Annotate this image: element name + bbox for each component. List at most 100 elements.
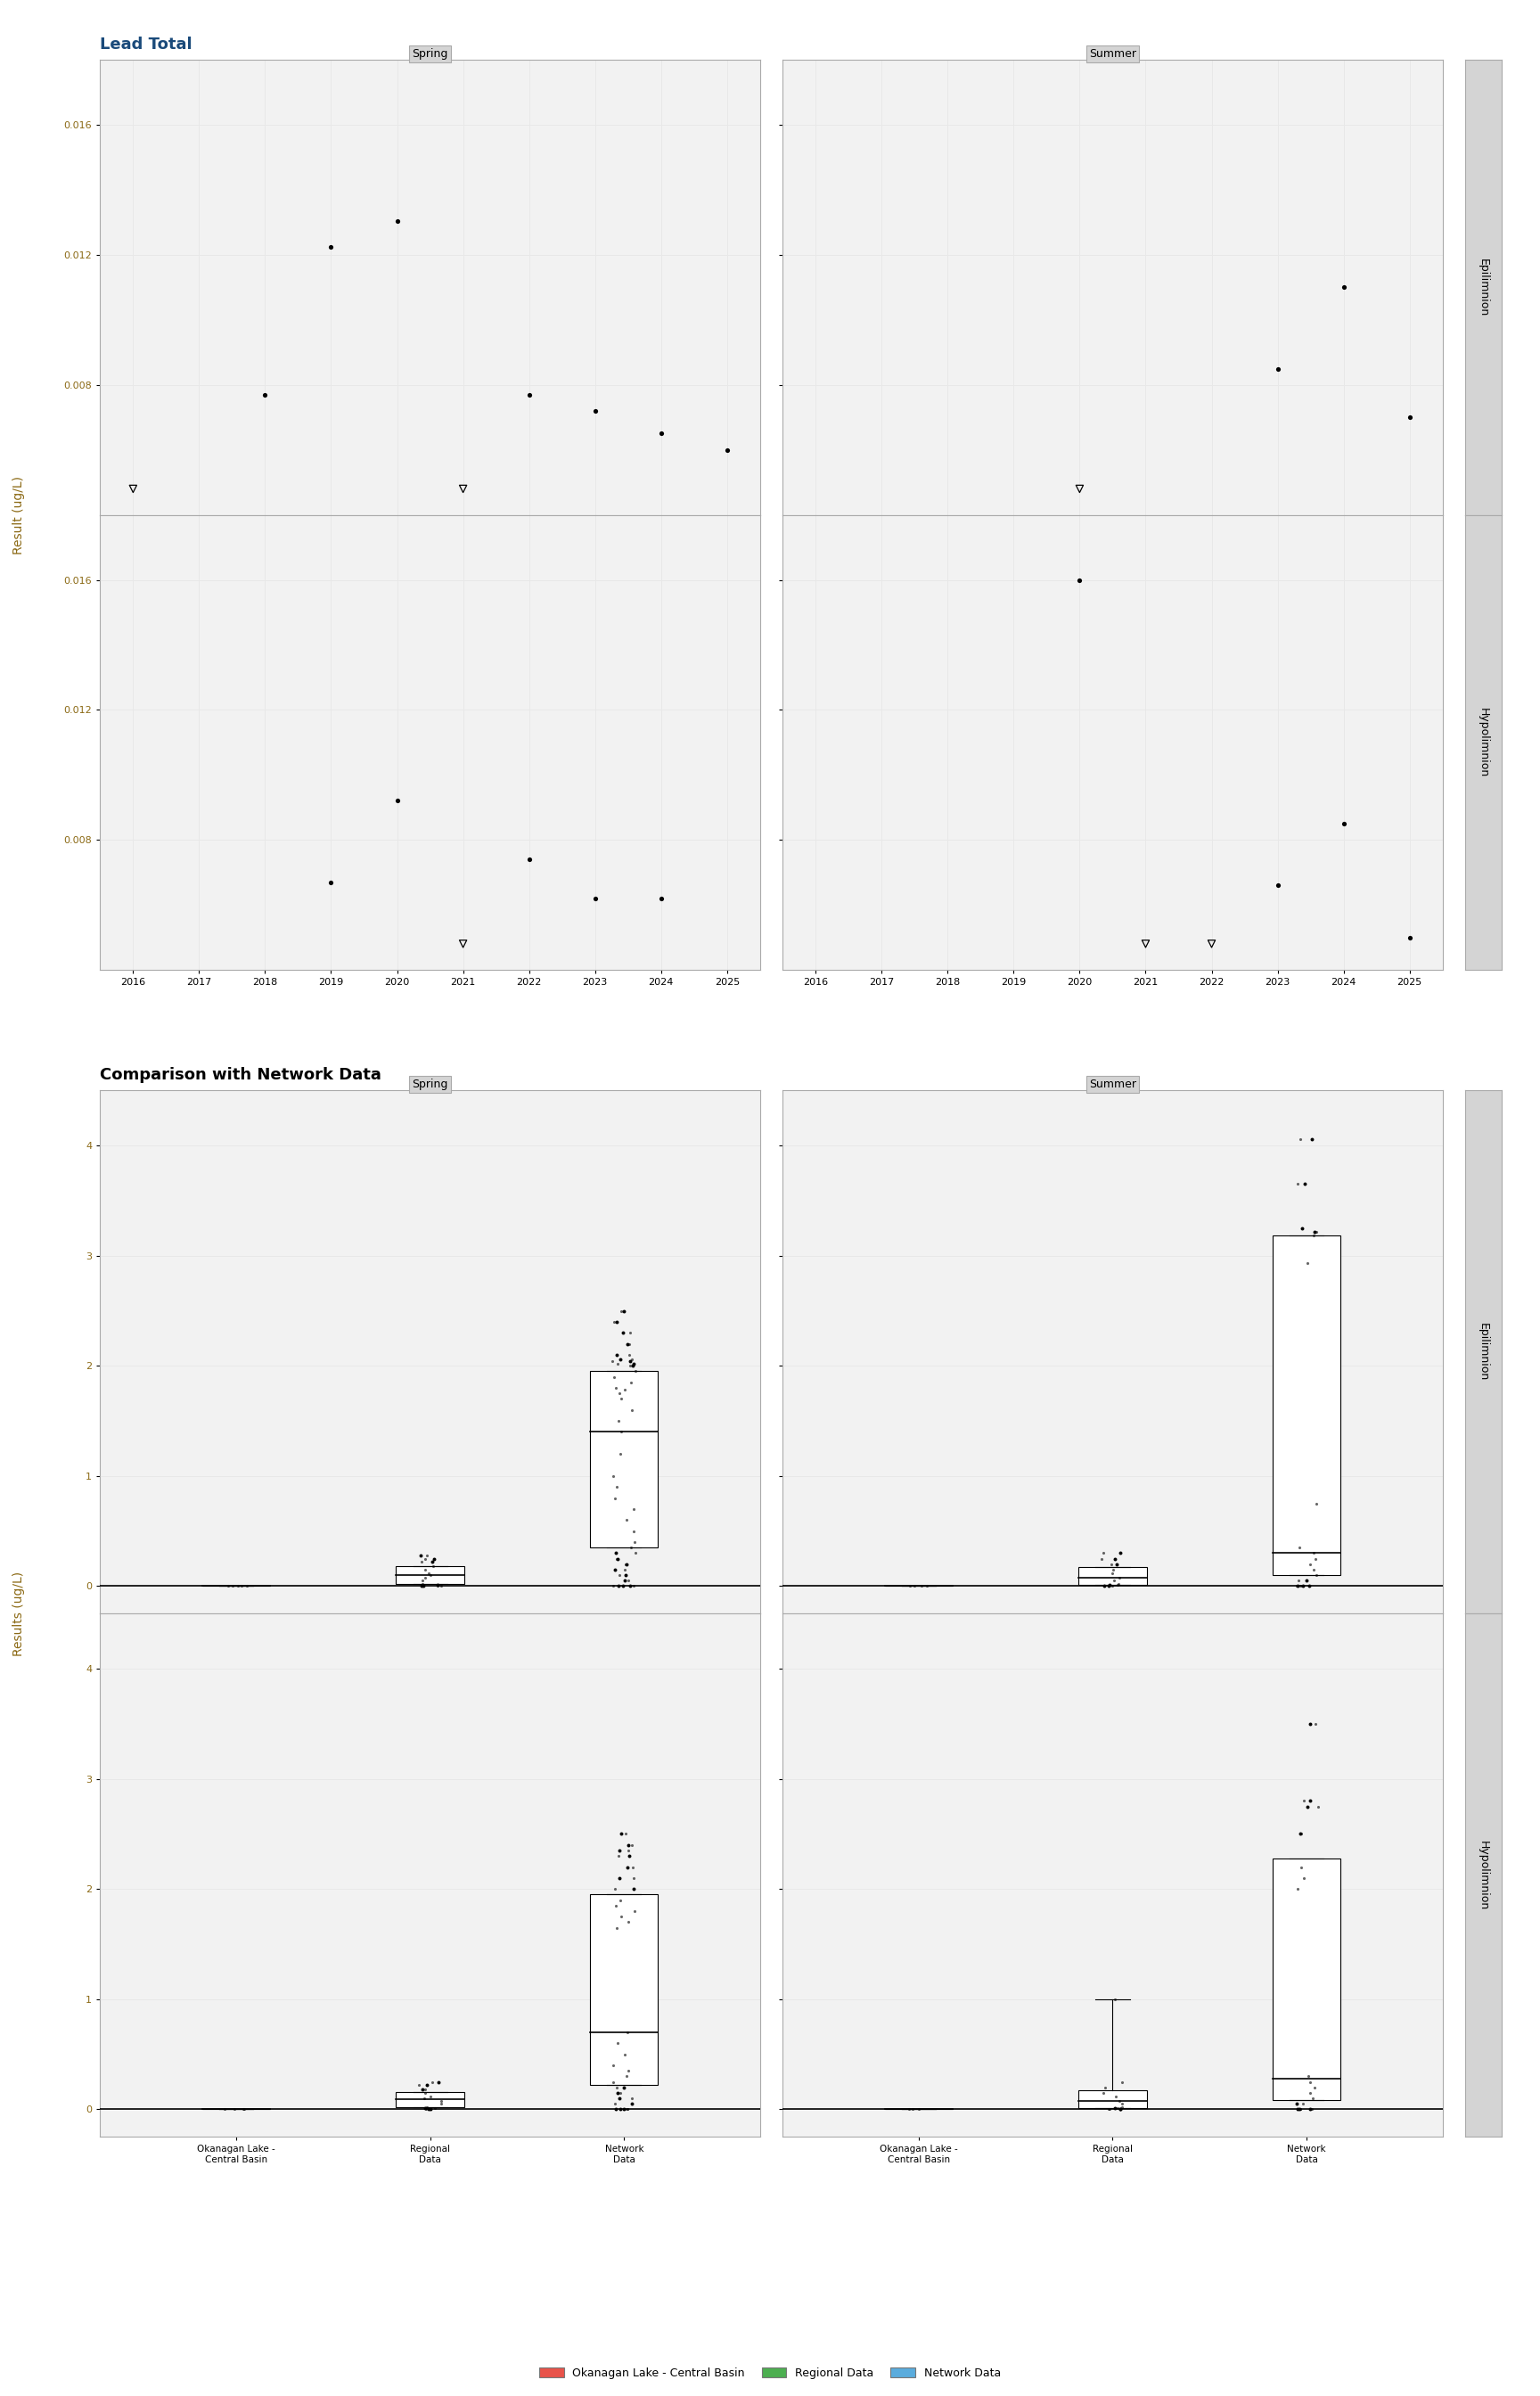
Point bbox=[420, 1543, 445, 1581]
Point bbox=[410, 1543, 434, 1581]
Point bbox=[1295, 1787, 1320, 1826]
Point bbox=[213, 2089, 237, 2128]
Point bbox=[419, 1555, 444, 1593]
Point bbox=[407, 2065, 431, 2104]
Point bbox=[622, 1490, 647, 1529]
Point bbox=[909, 1567, 933, 1605]
Point bbox=[605, 1469, 630, 1507]
Point bbox=[601, 1342, 625, 1380]
Point bbox=[417, 2089, 442, 2128]
Point bbox=[614, 2089, 639, 2128]
Point bbox=[614, 2058, 639, 2096]
Point bbox=[618, 1838, 642, 1876]
Point bbox=[1292, 1859, 1317, 1898]
Point bbox=[1089, 1541, 1113, 1579]
Point bbox=[619, 1826, 644, 1864]
Point bbox=[618, 1313, 642, 1351]
Point bbox=[451, 470, 476, 508]
Point bbox=[1286, 1562, 1311, 1601]
Point bbox=[616, 1325, 641, 1363]
Point bbox=[604, 1368, 628, 1406]
Point bbox=[608, 1435, 633, 1474]
Point bbox=[616, 1831, 641, 1869]
Point bbox=[616, 1902, 641, 1941]
Point bbox=[410, 1565, 434, 1603]
Point bbox=[622, 1524, 647, 1562]
Point bbox=[1300, 1119, 1324, 1157]
Point bbox=[607, 2080, 631, 2118]
Point bbox=[1292, 1164, 1317, 1203]
Point bbox=[1300, 2089, 1324, 2128]
Point bbox=[1106, 2089, 1130, 2128]
Point bbox=[619, 1390, 644, 1428]
Point bbox=[604, 1335, 628, 1373]
Point bbox=[582, 879, 607, 918]
Bar bbox=[396, 2092, 464, 2108]
Text: Lead Total: Lead Total bbox=[100, 36, 192, 53]
Point bbox=[608, 1339, 633, 1378]
Point bbox=[1298, 2089, 1323, 2128]
Point bbox=[610, 1814, 634, 1852]
Point bbox=[1397, 918, 1421, 956]
Point bbox=[1298, 2073, 1323, 2111]
Point bbox=[1297, 1567, 1321, 1605]
Point bbox=[411, 1567, 436, 1605]
Point bbox=[517, 841, 542, 879]
Point bbox=[1287, 1567, 1312, 1605]
Point bbox=[517, 376, 542, 415]
Point bbox=[1104, 2077, 1129, 2116]
Point bbox=[1303, 1541, 1327, 1579]
Point bbox=[411, 1567, 436, 1605]
Point bbox=[1295, 1562, 1320, 1601]
Point bbox=[226, 1567, 251, 1605]
Point bbox=[1106, 1567, 1130, 1605]
Point bbox=[1284, 1567, 1309, 1605]
Point bbox=[1291, 2085, 1315, 2123]
Point bbox=[410, 1567, 434, 1605]
Point bbox=[416, 2089, 440, 2128]
Point bbox=[1109, 2085, 1133, 2123]
Point bbox=[607, 1555, 631, 1593]
Point bbox=[605, 2073, 630, 2111]
Point bbox=[605, 1541, 630, 1579]
Point bbox=[425, 1567, 450, 1605]
Point bbox=[1397, 398, 1421, 436]
Point bbox=[611, 2034, 636, 2073]
Point bbox=[414, 2065, 439, 2104]
Point bbox=[896, 2089, 921, 2128]
Point bbox=[622, 1533, 647, 1572]
Point bbox=[1303, 1486, 1327, 1524]
Point bbox=[1284, 2089, 1309, 2128]
Point bbox=[582, 391, 607, 429]
Point bbox=[408, 1536, 433, 1574]
Point bbox=[616, 2051, 641, 2089]
Point bbox=[231, 2089, 256, 2128]
Point bbox=[605, 1541, 630, 1579]
Point bbox=[613, 1550, 638, 1589]
Point bbox=[618, 1347, 642, 1385]
Point bbox=[1107, 2082, 1132, 2120]
Point bbox=[619, 1339, 644, 1378]
Point bbox=[605, 2068, 630, 2106]
Point bbox=[1289, 2089, 1314, 2128]
Text: Hypolimnion: Hypolimnion bbox=[1477, 707, 1489, 776]
Point bbox=[1286, 1164, 1311, 1203]
Point bbox=[233, 2089, 257, 2128]
Title: Summer: Summer bbox=[1089, 48, 1137, 60]
Point bbox=[1291, 1210, 1315, 1248]
Point bbox=[616, 1826, 641, 1864]
Point bbox=[613, 1814, 638, 1852]
Text: Hypolimnion: Hypolimnion bbox=[1477, 1840, 1489, 1910]
Text: Epilimnion: Epilimnion bbox=[1477, 259, 1489, 316]
Point bbox=[1096, 1567, 1121, 1605]
Point bbox=[413, 2070, 437, 2108]
Point bbox=[624, 1351, 648, 1390]
Point bbox=[648, 879, 673, 918]
Point bbox=[425, 1567, 450, 1605]
Point bbox=[319, 863, 343, 901]
Point bbox=[1289, 1847, 1314, 1886]
Point bbox=[1107, 2089, 1132, 2128]
Point bbox=[608, 2073, 633, 2111]
Point bbox=[417, 2077, 442, 2116]
Point bbox=[428, 1567, 453, 1605]
